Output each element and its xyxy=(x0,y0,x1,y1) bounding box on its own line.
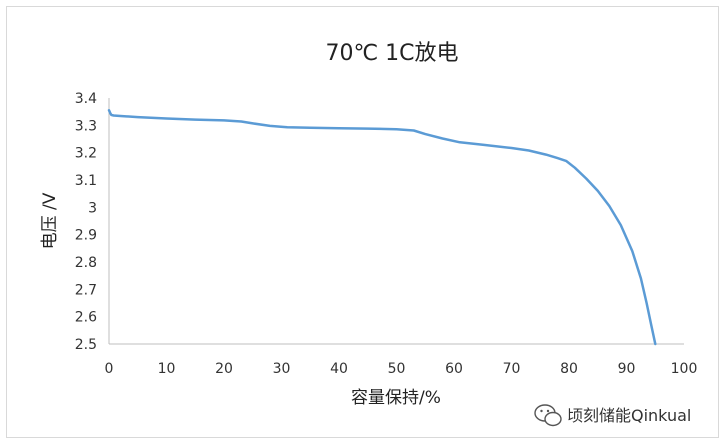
y-tick-label: 3.2 xyxy=(75,146,97,162)
x-tick-label: 50 xyxy=(388,361,406,377)
y-tick-label: 3.1 xyxy=(75,173,97,189)
x-tick-label: 60 xyxy=(445,361,463,377)
y-tick-label: 2.8 xyxy=(75,255,97,271)
x-tick-label: 0 xyxy=(105,361,114,377)
x-tick-label: 20 xyxy=(215,361,233,377)
x-tick-label: 40 xyxy=(330,361,348,377)
x-tick-label: 30 xyxy=(273,361,291,377)
axes xyxy=(108,98,684,345)
tick-labels: 0 10 20 30 40 50 60 70 80 90 100 3.4 3.3 3.2 3.1 3 2.9 2.… xyxy=(75,91,698,377)
x-tick-label: 70 xyxy=(503,361,521,377)
y-tick-label: 3.3 xyxy=(75,118,97,134)
x-tick-label: 10 xyxy=(158,361,176,377)
y-tick-label: 2.7 xyxy=(75,282,97,298)
series-line-0 xyxy=(107,109,657,346)
x-axis-label: 容量保持/% xyxy=(351,388,441,408)
chart-title: 70℃ 1C放电 xyxy=(325,41,458,66)
y-tick-label: 3 xyxy=(88,200,97,216)
plot-area xyxy=(107,109,657,346)
y-tick-label: 2.9 xyxy=(75,228,97,244)
watermark: 顷刻储能Qinkual xyxy=(534,404,691,427)
y-axis-label: 电压 /V xyxy=(40,192,60,249)
x-tick-label: 90 xyxy=(618,361,636,377)
watermark-text: 顷刻储能Qinkual xyxy=(567,406,691,425)
chart-frame xyxy=(6,6,719,438)
y-tick-label: 3.4 xyxy=(75,91,97,107)
y-tick-label: 2.5 xyxy=(75,337,97,353)
x-tick-label: 100 xyxy=(671,361,698,377)
x-tick-label: 80 xyxy=(560,361,578,377)
wechat-icon xyxy=(534,404,562,427)
y-tick-label: 2.6 xyxy=(75,310,97,326)
